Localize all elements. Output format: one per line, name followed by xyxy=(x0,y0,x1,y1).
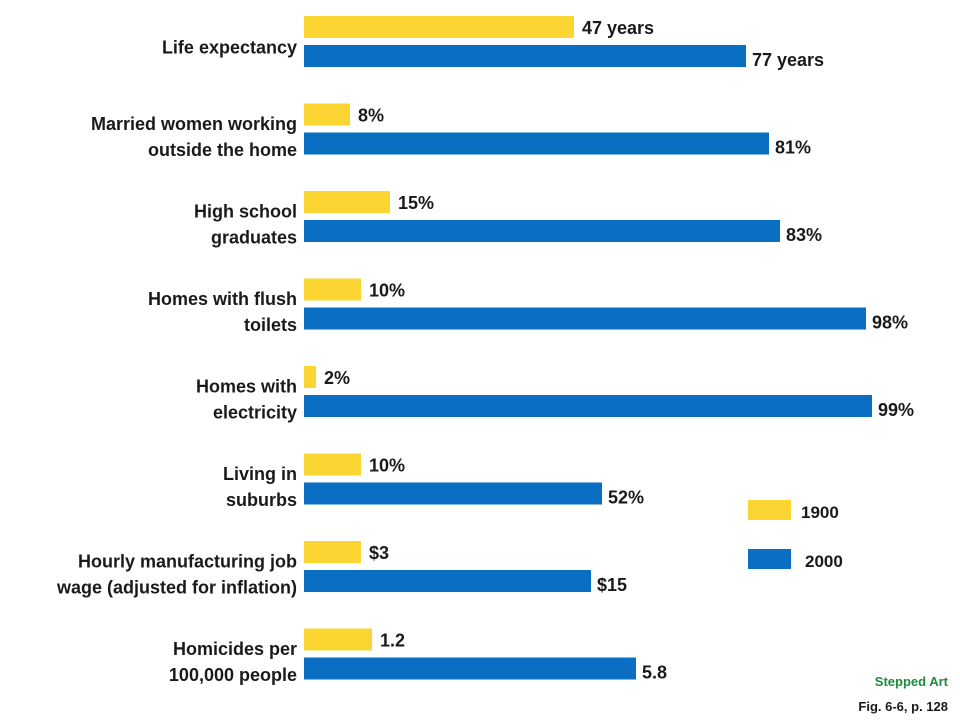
bar-1900 xyxy=(304,278,361,301)
category-label: suburbs xyxy=(226,490,297,510)
category-label: Homes with xyxy=(196,377,297,397)
bar-1900 xyxy=(304,628,372,651)
data-label-1900: 15% xyxy=(398,193,434,213)
bar-2000 xyxy=(304,395,872,417)
bar-2000 xyxy=(304,570,591,592)
category-label: Homicides per xyxy=(173,639,297,659)
category-label: 100,000 people xyxy=(169,665,297,685)
data-label-2000: 5.8 xyxy=(642,663,667,683)
bar-1900 xyxy=(304,366,316,388)
bar-1900 xyxy=(304,541,361,563)
data-label-1900: 8% xyxy=(358,106,384,126)
data-label-2000: 52% xyxy=(608,488,644,508)
category-label: Homes with flush xyxy=(148,289,297,309)
category-label: toilets xyxy=(244,315,297,335)
data-label-1900: 10% xyxy=(369,456,405,476)
stepped-art-note: Stepped Art xyxy=(874,674,948,689)
category-label: wage (adjusted for inflation) xyxy=(56,578,297,598)
category-label: Life expectancy xyxy=(162,38,297,58)
legend-swatch-2000 xyxy=(748,549,791,569)
data-label-2000: 77 years xyxy=(752,50,824,70)
category-label: Hourly manufacturing job xyxy=(78,552,297,572)
data-label-1900: 1.2 xyxy=(380,631,405,651)
category-label: outside the home xyxy=(148,140,297,160)
category-label: electricity xyxy=(213,403,297,423)
legend-label-1900: 1900 xyxy=(801,503,839,522)
bar-2000 xyxy=(304,482,602,505)
bar-2000 xyxy=(304,132,769,155)
bar-2000 xyxy=(304,307,866,330)
bar-1900 xyxy=(304,16,574,38)
bar-2000 xyxy=(304,657,636,680)
data-label-1900: 47 years xyxy=(582,18,654,38)
category-label: High school xyxy=(194,202,297,222)
bar-1900 xyxy=(304,103,350,126)
data-label-2000: 99% xyxy=(878,400,914,420)
category-label: Married women working xyxy=(91,114,297,134)
data-label-1900: 2% xyxy=(324,368,350,388)
figure-caption: Fig. 6-6, p. 128 xyxy=(858,699,948,714)
data-label-1900: $3 xyxy=(369,543,389,563)
data-label-2000: $15 xyxy=(597,575,627,595)
data-label-2000: 98% xyxy=(872,313,908,333)
legend-label-2000: 2000 xyxy=(805,552,843,571)
bar-2000 xyxy=(304,220,780,242)
category-label: Living in xyxy=(223,464,297,484)
bar-1900 xyxy=(304,191,390,213)
legend-swatch-1900 xyxy=(748,500,791,520)
bar-2000 xyxy=(304,45,746,67)
data-label-2000: 83% xyxy=(786,225,822,245)
category-label: graduates xyxy=(211,228,297,248)
data-label-2000: 81% xyxy=(775,138,811,158)
bar-1900 xyxy=(304,453,361,476)
data-label-1900: 10% xyxy=(369,281,405,301)
